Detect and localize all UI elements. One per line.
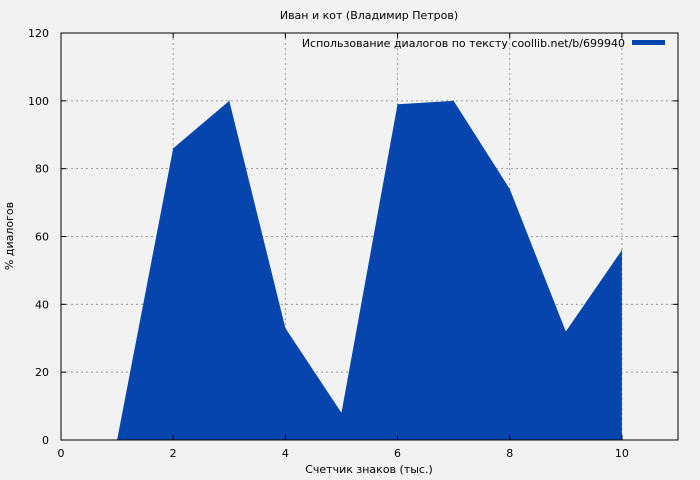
y-axis-label: % диалогов bbox=[3, 202, 16, 270]
data-point bbox=[284, 327, 286, 329]
x-tick-label: 6 bbox=[394, 447, 401, 460]
x-tick-label: 4 bbox=[282, 447, 289, 460]
data-point bbox=[340, 412, 342, 414]
y-tick-label: 120 bbox=[28, 27, 49, 40]
data-point bbox=[453, 100, 455, 102]
series-area bbox=[117, 100, 622, 440]
x-tick-label: 10 bbox=[615, 447, 629, 460]
data-point bbox=[228, 100, 230, 102]
data-point bbox=[509, 188, 511, 190]
y-tick-label: 40 bbox=[35, 298, 49, 311]
x-axis-label: Счетчик знаков (тыс.) bbox=[305, 463, 433, 476]
y-tick-label: 80 bbox=[35, 163, 49, 176]
x-tick-label: 0 bbox=[58, 447, 65, 460]
legend: Использование диалогов по тексту coollib… bbox=[302, 37, 665, 50]
chart-title: Иван и кот (Владимир Петров) bbox=[280, 9, 458, 22]
x-tick-label: 8 bbox=[506, 447, 513, 460]
legend-label: Использование диалогов по тексту coollib… bbox=[302, 37, 625, 50]
legend-swatch bbox=[632, 40, 665, 45]
x-tick-label: 2 bbox=[170, 447, 177, 460]
data-point bbox=[621, 249, 623, 251]
data-point bbox=[397, 103, 399, 105]
y-tick-label: 0 bbox=[42, 434, 49, 447]
y-tick-label: 100 bbox=[28, 95, 49, 108]
y-tick-label: 20 bbox=[35, 366, 49, 379]
y-tick-label: 60 bbox=[35, 231, 49, 244]
data-point bbox=[565, 330, 567, 332]
data-point bbox=[172, 147, 174, 149]
